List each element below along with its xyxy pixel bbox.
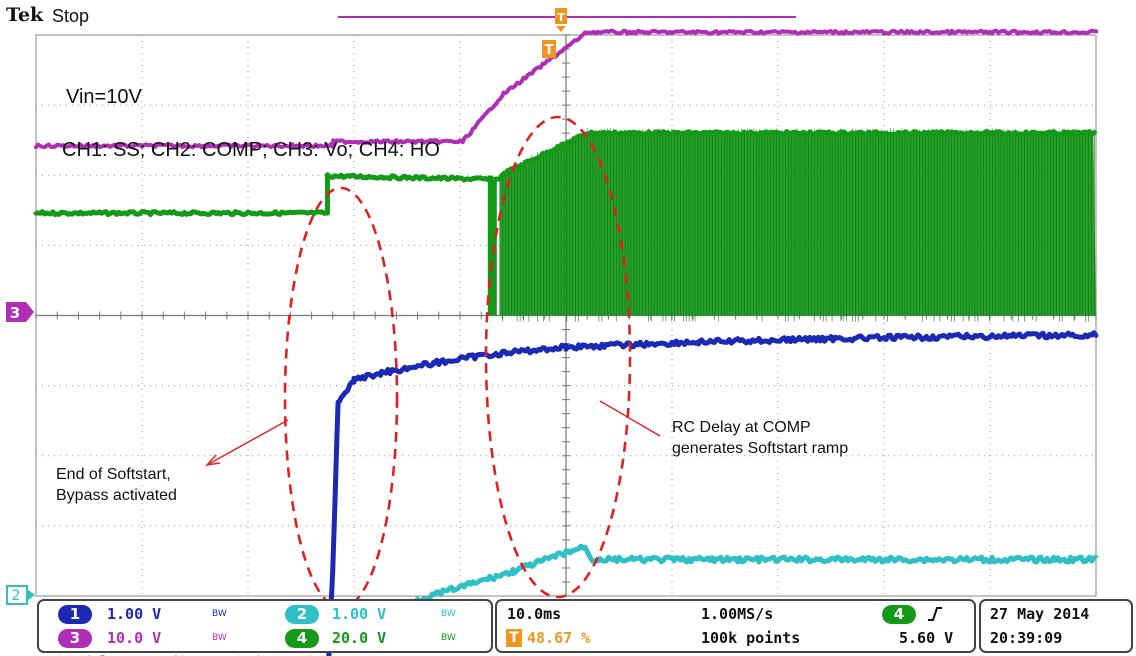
ch4-badge[interactable]: 4 <box>285 629 319 648</box>
ch1-scale: 1.00 V <box>107 605 162 623</box>
annotation-arrow-left <box>206 419 289 466</box>
ch2-scale: 1.00 V <box>332 605 387 623</box>
waveforms <box>33 28 1099 656</box>
trigger-position: 48.67 % <box>527 629 591 647</box>
date: 27 May 2014 <box>990 605 1090 623</box>
sample-rate: 1.00MS/s <box>701 605 774 623</box>
ch4-envelope <box>499 133 1096 316</box>
end-softstart-note: End of Softstart, Bypass activated <box>56 464 177 506</box>
annotation-arrow-right <box>599 400 661 437</box>
ch3-bw-limit-icon: BW <box>212 633 227 643</box>
ch2-ground-marker: 2 <box>6 585 35 605</box>
ch2-trace <box>326 543 1099 656</box>
ch4-bw-limit-icon: BW <box>441 633 456 643</box>
markers: T T 3 2 <box>6 8 796 605</box>
ch4-switching <box>499 128 1095 322</box>
svg-text:2: 2 <box>12 588 21 604</box>
end-softstart-line2: Bypass activated <box>56 487 177 504</box>
rc-delay-note: RC Delay at COMP generates Softstart ram… <box>672 417 848 459</box>
time: 20:39:09 <box>990 629 1063 647</box>
rc-delay-line2: generates Softstart ramp <box>672 440 849 457</box>
annotation-arrowhead-left <box>205 454 221 466</box>
ch3-badge[interactable]: 3 <box>58 629 92 648</box>
acquisition-state: Stop <box>52 6 90 26</box>
vin-label: Vin=10V <box>66 86 142 108</box>
datetime-panel: 27 May 2014 20:39:09 <box>979 599 1133 653</box>
svg-text:3: 3 <box>10 304 20 322</box>
channel-settings-panel[interactable]: 1 1.00 V BW 2 1.00 V BW 3 10.0 V BW 4 20… <box>37 599 493 653</box>
ch1-bw-limit-icon: BW <box>212 609 227 619</box>
ch4-trace <box>33 129 1098 218</box>
acquisition-panel[interactable]: 10.0ms T 48.67 % 1.00MS/s 100k points 4 … <box>495 599 976 653</box>
ch3-ground-marker: 3 <box>6 302 34 322</box>
timebase: 10.0ms <box>507 605 562 623</box>
ch1-trace <box>58 330 1099 656</box>
brand-logo: Tek <box>6 4 44 26</box>
rising-edge-icon <box>928 607 942 621</box>
ch3-trace <box>34 28 1098 150</box>
trigger-position-icon-small: T <box>506 629 522 647</box>
ch2-bw-limit-icon: BW <box>441 609 456 619</box>
ch3-scale: 10.0 V <box>107 629 162 647</box>
svg-text:T: T <box>545 43 554 58</box>
trigger-position-icon: T T <box>542 8 567 58</box>
annotation-ellipse-right <box>484 115 632 599</box>
record-length: 100k points <box>701 629 801 647</box>
rc-delay-line1: RC Delay at COMP <box>672 419 811 436</box>
trigger-level: 5.60 V <box>899 629 954 647</box>
svg-text:T: T <box>557 11 565 24</box>
ch4-scale: 20.0 V <box>332 629 387 647</box>
ch4-dip <box>487 179 497 316</box>
end-softstart-line1: End of Softstart, <box>56 466 171 483</box>
ch1-badge[interactable]: 1 <box>58 605 92 624</box>
trigger-source-badge[interactable]: 4 <box>882 605 916 624</box>
ch2-badge[interactable]: 2 <box>285 605 319 624</box>
channel-legend: CH1: SS; CH2: COMP; CH3: Vo; CH4: HO <box>62 139 440 161</box>
